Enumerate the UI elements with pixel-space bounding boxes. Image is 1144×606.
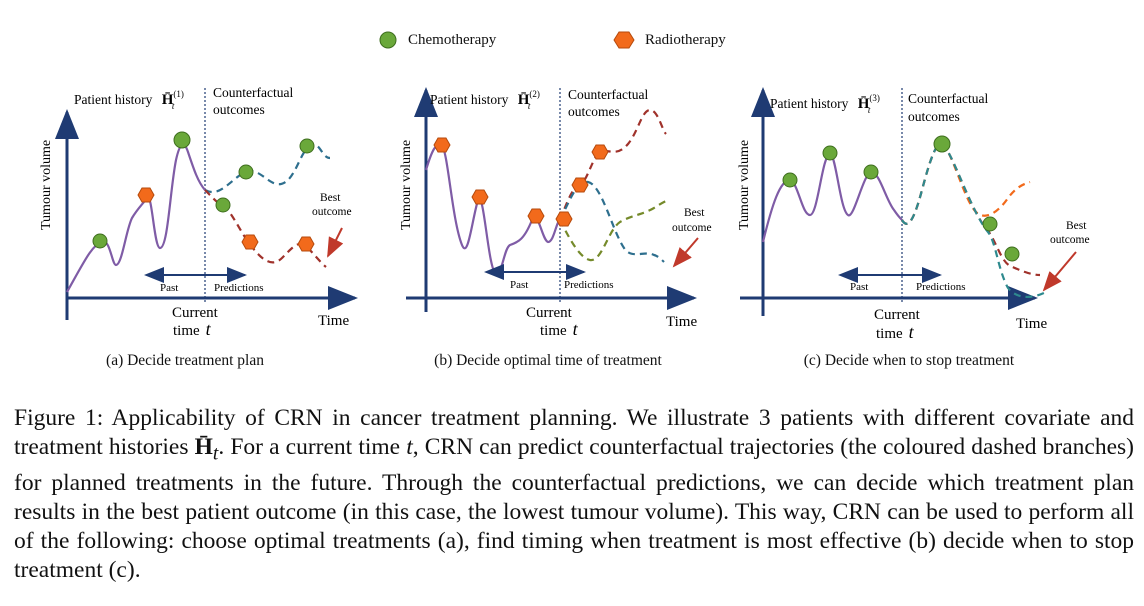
chemotherapy-marker	[215, 197, 231, 213]
history-label: Patient history H̄(3) t	[770, 93, 880, 115]
caption-text-1: Figure 1: Applicability of CRN in cancer…	[14, 405, 1134, 460]
counterfactual-blue	[559, 180, 665, 263]
panel-c-diagram: Past Predictions Best outcome Patient hi…	[737, 87, 1090, 342]
radiotherapy-marker	[555, 211, 573, 227]
current-time-label-1: Current	[526, 305, 573, 321]
best-outcome-label-2: outcome	[312, 206, 352, 218]
legend-radiotherapy-label: Radiotherapy	[645, 31, 726, 48]
counterfactual-label-2: outcomes	[213, 102, 265, 117]
counterfactual-orange	[901, 142, 1031, 225]
subcaption-b: (b) Decide optimal time of treatment	[434, 352, 662, 369]
chemotherapy-marker	[299, 138, 315, 154]
chemotherapy-marker	[822, 145, 838, 161]
legend-radiotherapy: Radiotherapy	[613, 30, 726, 50]
history-curve	[761, 152, 903, 243]
radiotherapy-marker	[433, 137, 451, 153]
panel-c: Past Predictions Best outcome Patient hi…	[730, 70, 1090, 342]
caption-symbol: H̄	[194, 434, 213, 460]
history-label: Patient history H̄(2) t	[430, 89, 540, 111]
counterfactual-red	[558, 108, 667, 221]
history-curve	[66, 143, 206, 293]
counterfactual-label-1: Counterfactual	[213, 85, 293, 100]
chemotherapy-marker	[982, 216, 998, 232]
past-label: Past	[160, 282, 178, 294]
best-outcome-arrow	[1042, 251, 1077, 292]
current-time-label-1: Current	[172, 305, 219, 321]
chemotherapy-marker	[933, 135, 951, 153]
radiotherapy-marker	[297, 236, 315, 252]
legend: Chemotherapy Radiotherapy	[0, 0, 1144, 60]
counterfactual-teal	[901, 142, 1047, 298]
radiotherapy-marker-icon	[613, 31, 635, 49]
chemotherapy-marker	[782, 172, 798, 188]
radiotherapy-marker	[471, 189, 489, 205]
caption-text-3: , CRN can predict counterfactual traject…	[14, 434, 1135, 583]
caption-symbol-sub: t	[212, 443, 219, 465]
radiotherapy-marker	[241, 234, 259, 250]
predictions-label: Predictions	[564, 279, 614, 291]
current-time-label-2: time t	[540, 319, 579, 339]
counterfactual-green	[559, 199, 669, 262]
predictions-label: Predictions	[916, 281, 966, 293]
caption-text-2: . For a current time	[218, 434, 407, 460]
chemotherapy-marker	[238, 164, 254, 180]
counterfactual-label-1: Counterfactual	[568, 87, 648, 102]
chemotherapy-marker	[863, 164, 879, 180]
legend-chemotherapy: Chemotherapy	[378, 30, 496, 50]
y-axis-label: Tumour volume	[737, 140, 752, 230]
best-outcome-label-2: outcome	[1050, 234, 1090, 246]
best-outcome-label-1: Best	[320, 192, 341, 204]
predictions-label: Predictions	[214, 282, 264, 294]
current-time-label-2: time t	[876, 322, 915, 342]
past-label: Past	[850, 281, 868, 293]
x-axis-label: Time	[666, 314, 697, 330]
counterfactual-label-2: outcomes	[908, 109, 960, 124]
best-outcome-arrow	[327, 227, 344, 258]
chemotherapy-marker	[92, 233, 108, 249]
panel-b: Past Predictions Best outcome Patient hi…	[392, 70, 742, 340]
subcaption-c: (c) Decide when to stop treatment	[803, 352, 1015, 369]
best-outcome-label-1: Best	[1066, 220, 1087, 232]
y-axis-label: Tumour volume	[399, 140, 414, 230]
history-label: Patient history H̄(1) t	[74, 89, 184, 111]
caption-math-t: t	[406, 434, 413, 460]
panel-a-diagram: Past Predictions Best outcome Patient hi…	[39, 85, 358, 339]
chemotherapy-marker-icon	[379, 31, 397, 49]
panel-b-diagram: Past Predictions Best outcome Patient hi…	[399, 87, 712, 339]
current-time-label-2: time t	[173, 319, 212, 339]
past-label: Past	[510, 279, 528, 291]
history-curve	[424, 143, 561, 276]
legend-chemotherapy-label: Chemotherapy	[408, 31, 497, 48]
best-outcome-arrow	[672, 237, 699, 268]
chemotherapy-marker	[1004, 246, 1020, 262]
radiotherapy-marker	[527, 208, 545, 224]
best-outcome-label-2: outcome	[672, 222, 712, 234]
figure-caption: Figure 1: Applicability of CRN in cancer…	[14, 404, 1134, 585]
panel-a: Past Predictions Best outcome Patient hi…	[30, 70, 380, 340]
best-outcome-label-1: Best	[684, 207, 705, 219]
counterfactual-label-1: Counterfactual	[908, 91, 988, 106]
subcaption-a: (a) Decide treatment plan	[106, 352, 264, 369]
current-time-label-1: Current	[874, 307, 921, 323]
counterfactual-label-2: outcomes	[568, 104, 620, 119]
y-axis-label: Tumour volume	[39, 140, 54, 230]
radiotherapy-marker	[571, 177, 589, 193]
radiotherapy-marker	[591, 144, 609, 160]
radiotherapy-marker	[137, 187, 155, 203]
x-axis-label: Time	[318, 313, 349, 329]
x-axis-label: Time	[1016, 316, 1047, 332]
chemotherapy-marker	[173, 131, 191, 149]
